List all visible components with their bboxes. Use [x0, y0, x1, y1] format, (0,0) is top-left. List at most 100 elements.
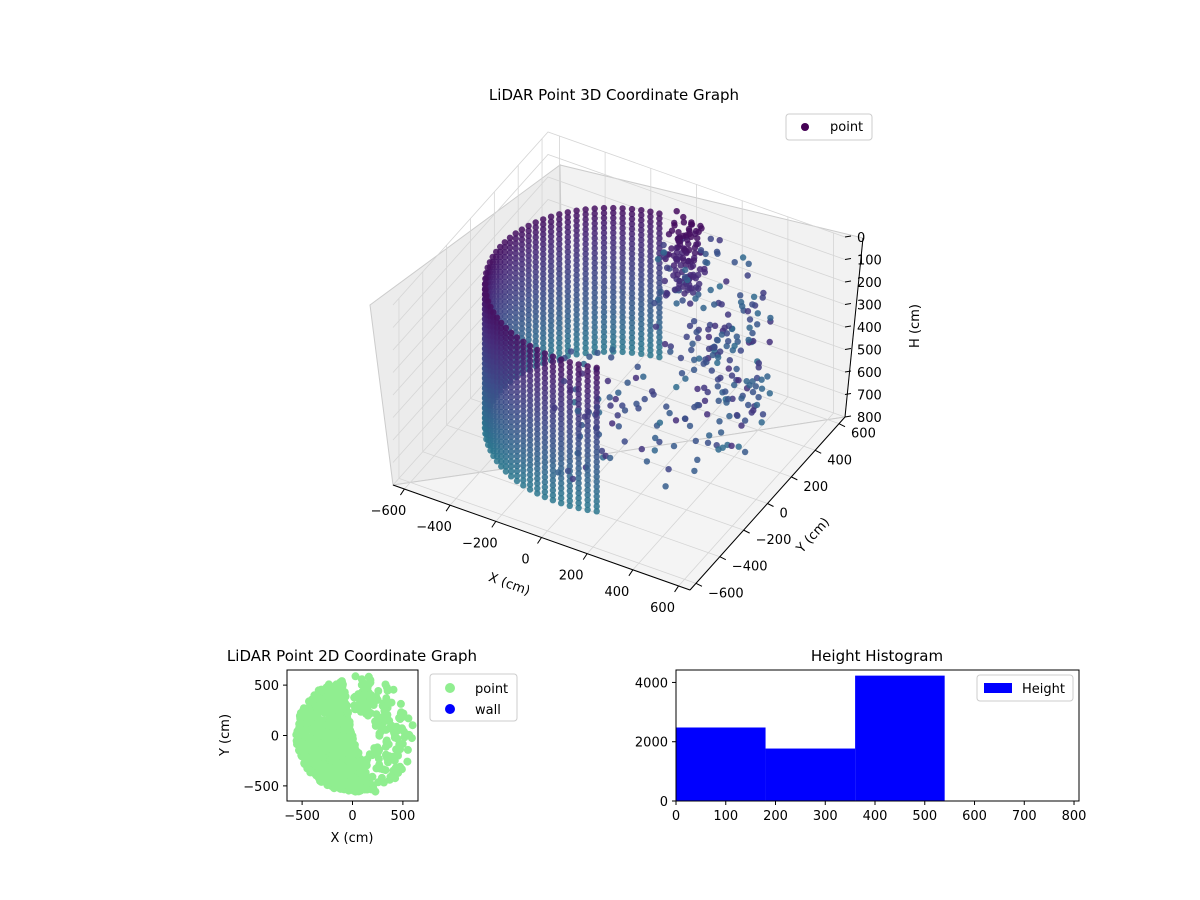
point-3d: [628, 309, 636, 317]
point-3d: [526, 377, 534, 384]
point-3d: [525, 296, 532, 304]
y-tick-3d: [719, 556, 727, 561]
point-3d: [498, 398, 505, 406]
point-3d: [584, 437, 591, 444]
point-3d: [584, 402, 591, 410]
point-3d: [526, 372, 534, 379]
point-3d: [547, 213, 555, 220]
point-3d: [728, 442, 735, 449]
point-3d: [656, 314, 663, 321]
point-3d: [518, 270, 526, 278]
point-3d: [556, 280, 563, 287]
point-3d: [706, 432, 713, 439]
point-3d: [532, 283, 539, 290]
point-3d: [582, 344, 589, 352]
point-3d: [512, 274, 519, 282]
point-3d: [502, 349, 510, 356]
point-3d: [493, 248, 500, 256]
point-3d: [541, 464, 549, 471]
point-3d: [534, 490, 541, 497]
point-3d: [688, 221, 696, 228]
point-3d: [501, 308, 508, 315]
x-tick-label-2d: 500: [390, 809, 415, 824]
point-3d: [484, 264, 491, 271]
point-3d: [600, 313, 608, 321]
point-3d: [566, 438, 573, 445]
point-3d: [534, 465, 541, 472]
point-2d: [306, 708, 315, 717]
point-3d: [556, 325, 563, 332]
point-3d: [656, 304, 663, 311]
point-3d: [556, 245, 563, 253]
point-3d: [512, 284, 519, 292]
point-3d: [582, 320, 589, 327]
point-2d: [350, 701, 359, 710]
point-3d: [506, 269, 514, 276]
point-3d: [526, 422, 534, 429]
point-3d: [566, 482, 573, 490]
point-3d: [534, 411, 541, 418]
point-3d: [591, 304, 598, 311]
point-3d: [532, 323, 539, 330]
point-3d: [683, 333, 690, 340]
point-3d: [573, 276, 580, 284]
point-3d: [526, 392, 534, 399]
point-3d: [566, 458, 573, 465]
point-3d: [501, 258, 508, 266]
point-3d: [600, 289, 608, 296]
point-3d: [584, 447, 591, 454]
point-3d: [486, 259, 494, 266]
point-3d: [502, 374, 510, 381]
point-3d: [508, 433, 515, 440]
hist-y-tick-label: 4000: [635, 676, 668, 691]
point-3d: [506, 254, 514, 261]
point-3d: [584, 368, 591, 375]
point-3d: [541, 350, 549, 357]
point-3d: [501, 293, 508, 300]
y-ticks-3d: −600 −400 −200 0 200 400 600: [695, 423, 876, 601]
point-3d: [692, 295, 699, 302]
point-3d: [635, 405, 642, 412]
point-3d: [628, 225, 636, 233]
y-axis-label-2d: Y (cm): [218, 714, 233, 757]
point-3d: [513, 408, 521, 415]
point-3d: [502, 344, 510, 351]
point-3d: [681, 290, 688, 297]
point-3d: [647, 332, 654, 339]
z-tick-3d: [844, 370, 852, 373]
point-3d: [498, 453, 505, 460]
point-3d: [534, 356, 541, 363]
point-3d: [593, 508, 600, 515]
point-3d: [573, 242, 580, 249]
point-3d: [512, 279, 519, 287]
point-3d: [687, 263, 695, 271]
point-3d: [673, 208, 680, 215]
point-3d: [551, 404, 558, 412]
point-3d: [501, 253, 508, 261]
point-3d: [556, 285, 563, 292]
point-3d: [518, 251, 526, 258]
z-tick-label-3d: 600: [857, 366, 882, 381]
point-3d: [518, 256, 526, 263]
point-3d: [508, 473, 515, 480]
point-3d: [691, 403, 698, 411]
point-3d: [556, 240, 563, 248]
point-3d: [513, 388, 521, 396]
point-3d: [711, 344, 718, 351]
point-3d: [508, 398, 515, 406]
point-2d: [387, 698, 396, 707]
point-3d: [547, 248, 555, 255]
point-3d: [497, 243, 504, 251]
point-2d: [322, 728, 331, 737]
point-2d: [394, 768, 403, 777]
point-3d: [566, 433, 573, 440]
point-3d: [549, 363, 557, 370]
point-3d: [744, 308, 752, 315]
point-3d: [512, 255, 519, 262]
y-tick-3d: [767, 503, 774, 507]
point-3d: [520, 388, 527, 395]
point-3d: [549, 388, 557, 395]
point-3d: [525, 237, 532, 244]
point-3d: [506, 289, 514, 296]
point-3d: [525, 232, 532, 239]
